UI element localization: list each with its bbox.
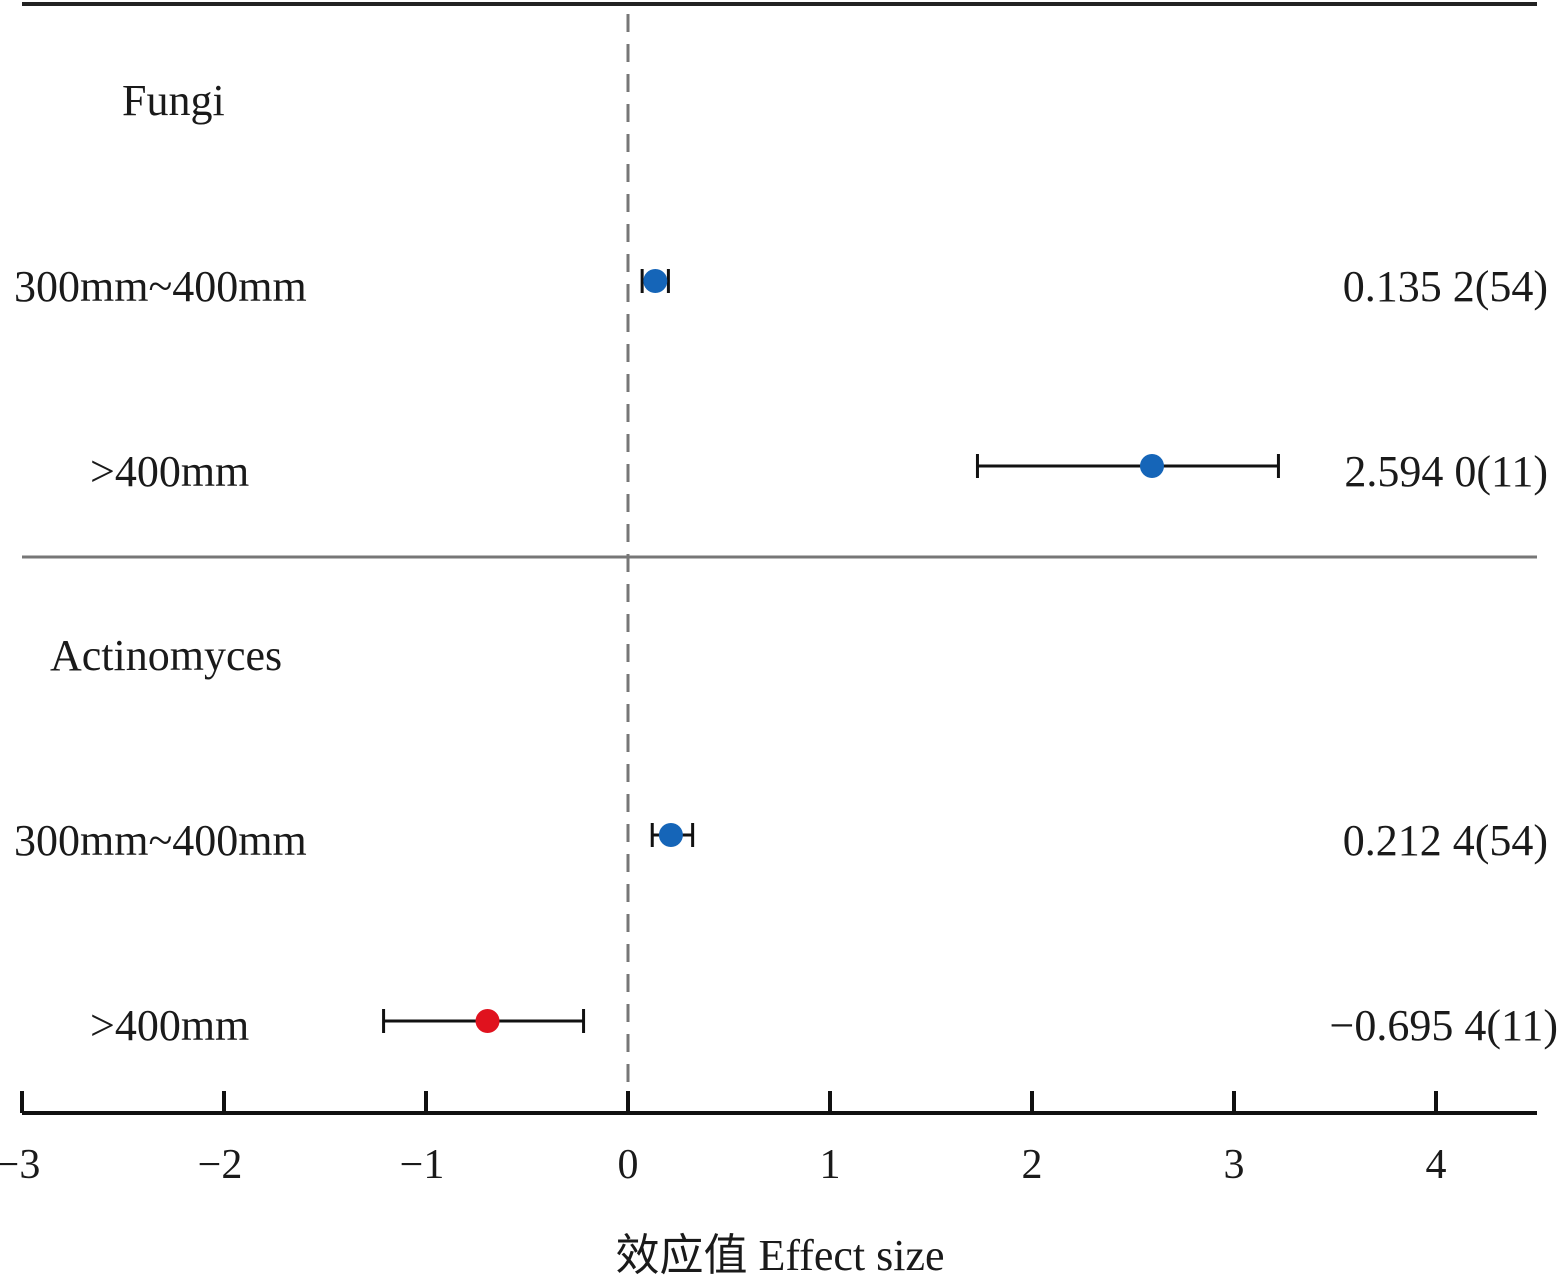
x-tick-label: −3 xyxy=(0,1142,40,1188)
row-label: 300mm~400mm xyxy=(14,262,307,311)
effect-point xyxy=(475,1009,500,1033)
row-label: 300mm~400mm xyxy=(14,816,307,865)
x-tick-label: −1 xyxy=(400,1142,445,1188)
row-label: >400mm xyxy=(90,1001,249,1050)
row-label: >400mm xyxy=(90,447,249,496)
x-axis-title: 效应值 Effect size xyxy=(615,1231,944,1280)
x-tick-label: 1 xyxy=(820,1142,841,1188)
effect-marks xyxy=(382,269,1280,1033)
x-tick-label: 3 xyxy=(1224,1142,1245,1188)
x-tick-label: 2 xyxy=(1022,1142,1043,1188)
group-label-actinomyces: Actinomyces xyxy=(50,631,282,680)
x-tick-label: −2 xyxy=(198,1142,243,1188)
effect-point xyxy=(658,823,683,847)
x-tick-label: 4 xyxy=(1426,1142,1447,1188)
effect-point xyxy=(1139,454,1164,478)
value-label: 2.594 0(11) xyxy=(1344,447,1548,496)
x-axis-ticks: −3 −2 −1 0 1 2 3 4 xyxy=(0,1091,1447,1188)
value-label: 0.135 2(54) xyxy=(1343,262,1548,311)
value-label: 0.212 4(54) xyxy=(1343,816,1548,865)
value-label: −0.695 4(11) xyxy=(1330,1001,1559,1050)
effect-point xyxy=(643,269,668,293)
x-tick-label: 0 xyxy=(618,1142,639,1188)
group-label-fungi: Fungi xyxy=(122,76,225,125)
